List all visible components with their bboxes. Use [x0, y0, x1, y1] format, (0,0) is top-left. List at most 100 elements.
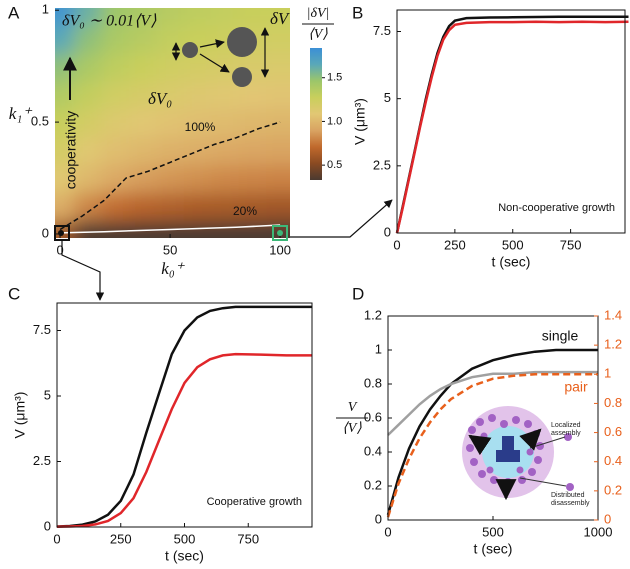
series-line — [56, 305, 312, 528]
heat-cell — [156, 108, 185, 138]
series-label: single — [542, 328, 579, 344]
y-tick-label: 0.6 — [364, 409, 382, 424]
y-tick-label: 0 — [44, 518, 51, 533]
y-tick-label: 7.5 — [33, 322, 51, 337]
x-tick-label: 1000 — [584, 524, 613, 539]
heat-cell — [211, 136, 240, 166]
cooperativity-label: cooperativity — [63, 111, 79, 190]
colorbar-tick-label: 1.5 — [327, 72, 342, 84]
heat-cell — [238, 108, 268, 138]
heatmap — [55, 8, 290, 238]
heat-cell — [55, 108, 75, 138]
x-tick-label: 50 — [163, 242, 177, 257]
y2-tick-label: 0.8 — [604, 395, 622, 410]
heat-cell — [128, 164, 158, 194]
heat-cell — [128, 80, 158, 110]
heat-cell — [211, 8, 240, 26]
heat-cell — [238, 136, 268, 166]
y-tick-label: 7.5 — [373, 23, 391, 38]
heat-cell — [266, 108, 290, 138]
heat-cell — [55, 219, 75, 238]
heat-cell — [266, 24, 290, 54]
x-tick-label: 0 — [393, 237, 400, 252]
heat-cell — [238, 219, 268, 238]
heat-cell — [128, 136, 158, 166]
schematic — [54, 27, 288, 241]
condition-label: δV₀ ∼ 0.01⟨V⟩ — [62, 13, 157, 30]
heat-cell — [156, 80, 185, 110]
inset-label: Localized assembly — [551, 422, 581, 437]
heat-cell — [73, 136, 103, 166]
x-tick-label: 100 — [269, 242, 291, 257]
heat-cell — [211, 108, 240, 138]
series-line — [56, 352, 312, 528]
heat-cell — [55, 80, 75, 110]
heat-cell — [183, 219, 213, 238]
heat-cell — [266, 8, 290, 26]
y2-tick-label: 1.4 — [604, 307, 622, 322]
heat-cell — [128, 108, 158, 138]
heat-cell — [101, 80, 130, 110]
heat-cell — [156, 136, 185, 166]
heat-cell — [73, 219, 103, 238]
annotation: Non-cooperative growth — [498, 202, 615, 214]
small-label: δV₀ — [148, 89, 172, 108]
y2-tick-label: 0.2 — [604, 482, 622, 497]
annotation: Cooperative growth — [207, 496, 302, 508]
heat-cell — [73, 52, 103, 82]
y-tick-label: 0.8 — [364, 375, 382, 390]
heat-cell — [73, 164, 103, 194]
y-tick-label: 0.2 — [364, 477, 382, 492]
x-tick-label: 0 — [384, 524, 391, 539]
heat-cell — [156, 8, 185, 26]
series-line — [386, 373, 598, 518]
y2-tick-label: 0 — [604, 511, 611, 526]
heat-cell — [156, 24, 185, 54]
heat-cell — [128, 8, 158, 26]
heat-cell — [266, 192, 290, 221]
heat-cell — [101, 136, 130, 166]
heat-cell — [73, 192, 103, 221]
contour — [59, 121, 281, 231]
x-tick-label: 250 — [444, 237, 466, 252]
heat-cell — [55, 8, 75, 26]
heat-cell — [101, 52, 130, 82]
x-tick-label: 500 — [174, 531, 196, 546]
heat-cell — [266, 80, 290, 110]
heat-cell — [183, 164, 213, 194]
y-tick-label: 0 — [42, 225, 49, 240]
x-axis-label: t (sec) — [492, 254, 531, 270]
heat-cell — [183, 8, 213, 26]
y2-tick-label: 1 — [604, 366, 611, 381]
inset-label: Distributed disassembly — [551, 492, 590, 507]
heat-cell — [55, 136, 75, 166]
x-axis-label: k₀⁺ — [161, 259, 185, 278]
y-axis-label: V (μm³) — [352, 98, 368, 145]
y2-tick-label: 0.4 — [604, 453, 622, 468]
y2-tick-label: 1.2 — [604, 337, 622, 352]
series-label: pair — [564, 379, 588, 395]
fraction-denominator: ⟨V⟩ — [342, 421, 362, 436]
y-axis-label: V (μm³) — [12, 392, 28, 439]
heat-cell — [101, 108, 130, 138]
heat-cell — [55, 164, 75, 194]
series-line — [395, 20, 629, 234]
panel-arrows — [61, 199, 393, 301]
heat-cell — [156, 164, 185, 194]
large-label: δV — [270, 9, 291, 28]
x-tick-label: 750 — [560, 237, 582, 252]
y-tick-label: 0.4 — [364, 443, 382, 458]
heat-cell — [128, 192, 158, 221]
colorbar-tick-label: 0.5 — [327, 159, 342, 171]
heat-cell — [128, 24, 158, 54]
heat-cell — [101, 8, 130, 26]
heat-cell — [211, 80, 240, 110]
y-tick-label: 2.5 — [373, 157, 391, 172]
y-tick-label: 1 — [42, 2, 49, 17]
heat-cell — [73, 8, 103, 26]
panel-label: D — [352, 284, 364, 303]
heat-cell — [183, 192, 213, 221]
y-axis-label: k₁⁺ — [9, 104, 33, 123]
y-tick-label: 5 — [44, 387, 51, 402]
